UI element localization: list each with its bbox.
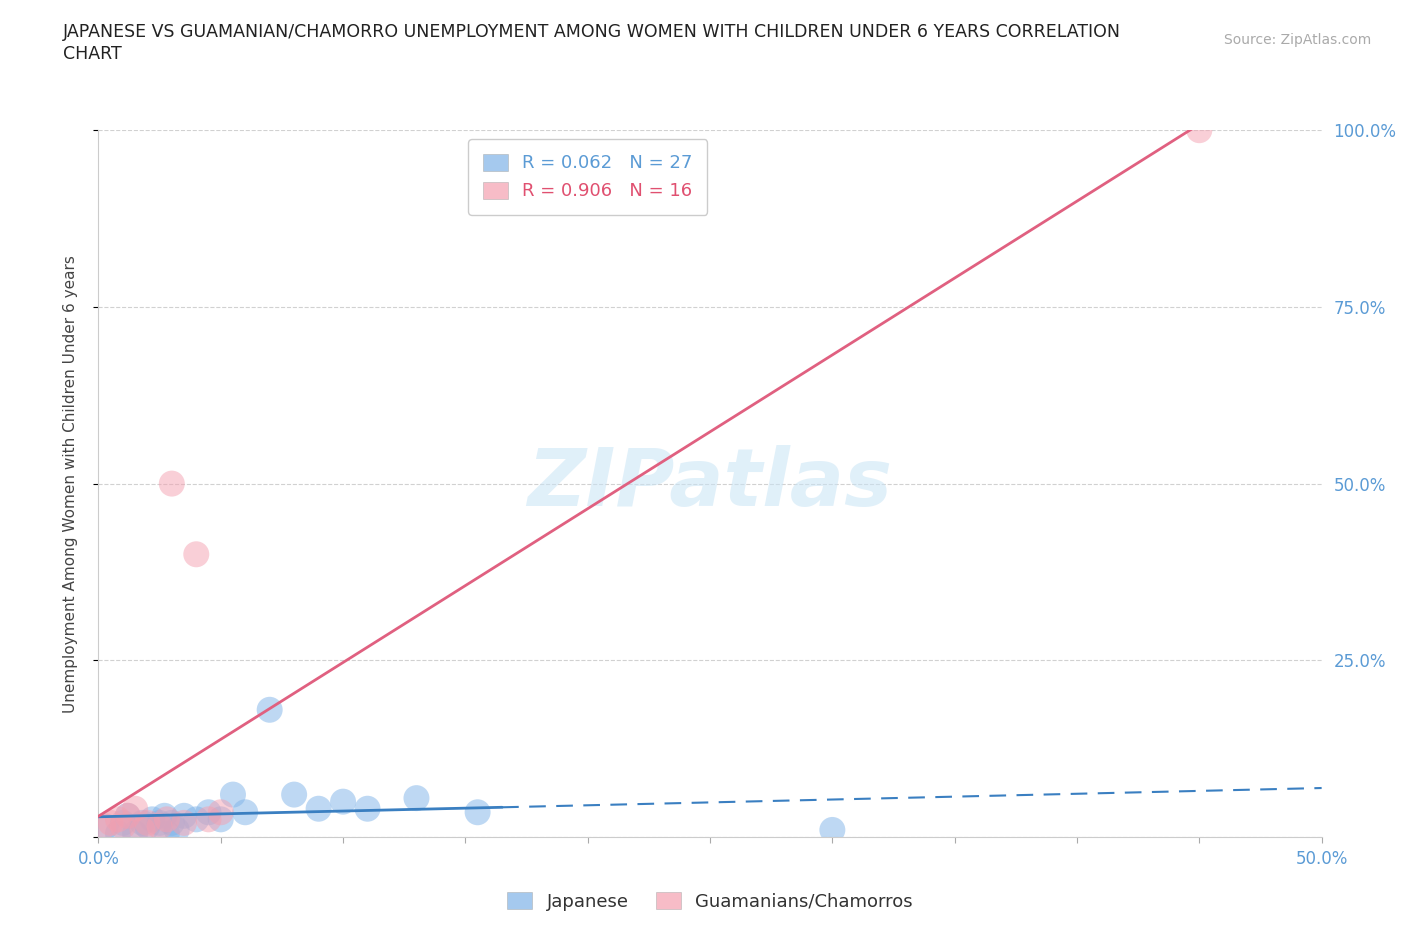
Text: Source: ZipAtlas.com: Source: ZipAtlas.com (1223, 33, 1371, 46)
Point (209, 812, 232, 827)
Point (405, 790, 427, 805)
Point (283, 787, 305, 802)
Point (160, 816, 183, 830)
Text: ZIPatlas: ZIPatlas (527, 445, 893, 523)
Text: JAPANESE VS GUAMANIAN/CHAMORRO UNEMPLOYMENT AMONG WOMEN WITH CHILDREN UNDER 6 YE: JAPANESE VS GUAMANIAN/CHAMORRO UNEMPLOYM… (63, 23, 1121, 41)
Point (156, 812, 179, 827)
Point (156, 826, 179, 841)
Point (136, 819, 159, 834)
Point (131, 822, 153, 837)
Point (222, 787, 245, 802)
Point (141, 812, 163, 827)
Point (117, 808, 139, 823)
Point (111, 816, 134, 830)
Legend: Japanese, Guamanians/Chamorros: Japanese, Guamanians/Chamorros (498, 883, 922, 920)
Point (308, 802, 330, 817)
Point (131, 816, 153, 830)
Point (186, 812, 208, 827)
Point (197, 812, 219, 827)
Point (186, 547, 208, 562)
Point (107, 826, 129, 841)
Point (166, 822, 188, 837)
Point (160, 476, 183, 491)
Point (111, 819, 134, 834)
Point (209, 804, 232, 819)
Point (91, 819, 114, 834)
Point (124, 802, 146, 817)
Y-axis label: Unemployment Among Women with Children Under 6 years: Unemployment Among Women with Children U… (63, 255, 77, 712)
Point (259, 702, 281, 717)
Point (1188, 123, 1211, 138)
Point (173, 816, 195, 830)
Point (124, 826, 146, 841)
Point (149, 816, 172, 830)
Point (153, 808, 176, 823)
Point (117, 808, 139, 823)
Point (356, 802, 378, 817)
Point (94, 819, 117, 834)
Point (107, 812, 129, 827)
Text: CHART: CHART (63, 45, 122, 62)
Point (821, 822, 844, 837)
Point (149, 819, 172, 834)
Point (136, 816, 159, 830)
Point (100, 816, 122, 830)
Point (332, 794, 354, 809)
Point (173, 808, 195, 823)
Point (233, 804, 256, 819)
Point (197, 804, 219, 819)
Point (467, 804, 489, 819)
